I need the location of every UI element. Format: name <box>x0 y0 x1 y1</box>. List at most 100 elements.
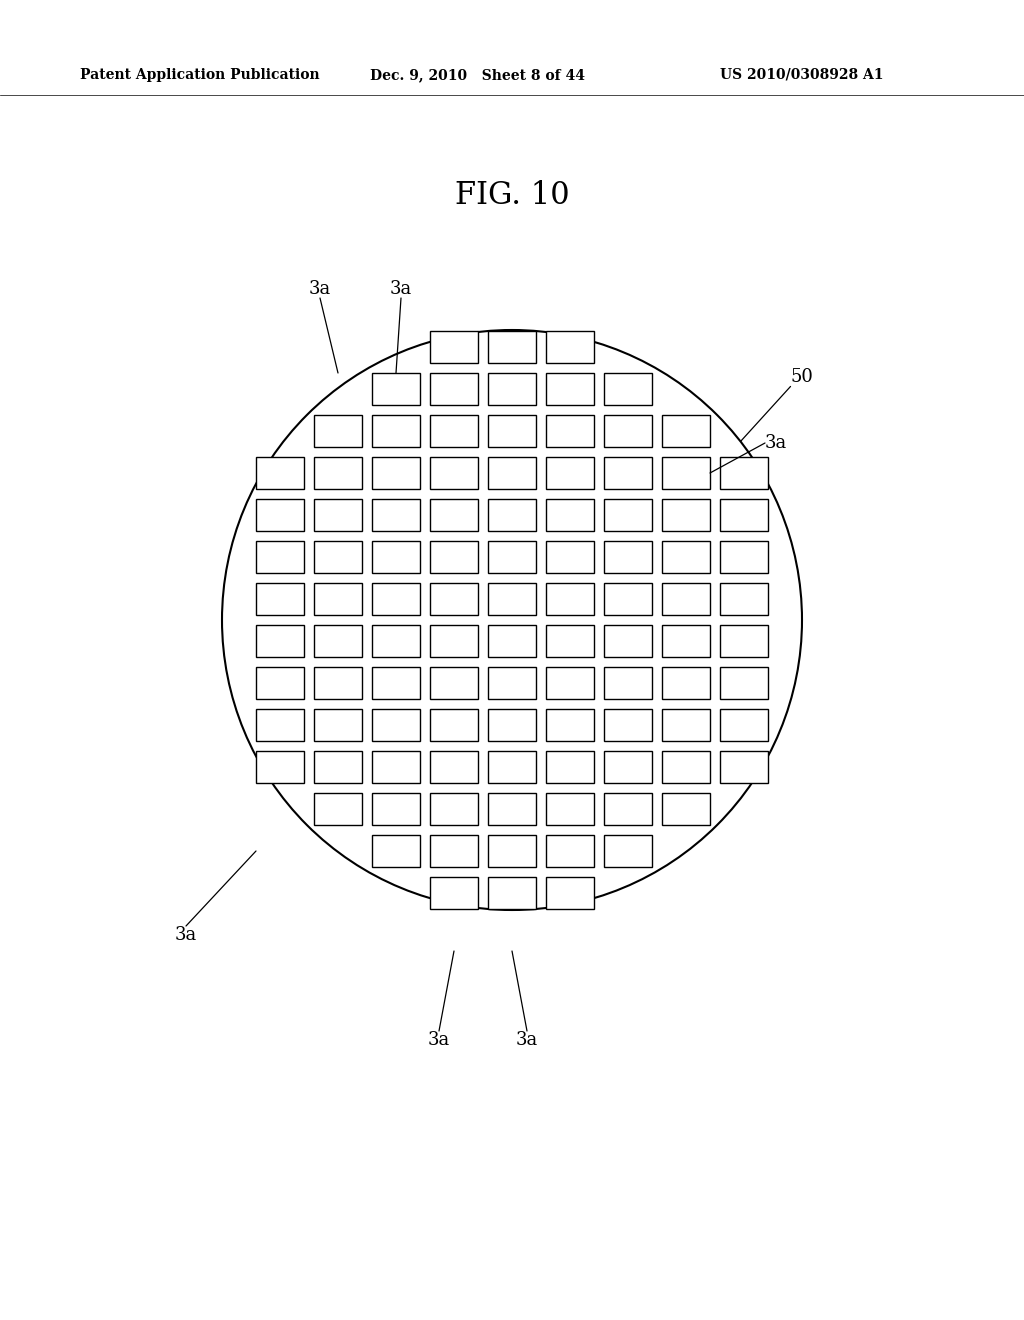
Text: 3a: 3a <box>428 1031 451 1049</box>
Bar <box>546 624 594 657</box>
Bar <box>662 624 710 657</box>
Bar <box>720 499 768 531</box>
Bar <box>430 836 478 867</box>
Bar <box>430 331 478 363</box>
Bar <box>488 457 536 488</box>
Bar <box>256 751 304 783</box>
Bar <box>662 709 710 741</box>
Bar <box>546 414 594 447</box>
Text: 3a: 3a <box>175 927 198 944</box>
Bar <box>604 414 652 447</box>
Bar <box>488 499 536 531</box>
Bar <box>314 414 362 447</box>
Bar <box>662 751 710 783</box>
Bar <box>546 457 594 488</box>
Bar <box>488 541 536 573</box>
Bar <box>546 374 594 405</box>
Bar <box>546 583 594 615</box>
Bar <box>488 876 536 909</box>
Bar <box>720 624 768 657</box>
Bar <box>604 583 652 615</box>
Bar <box>314 457 362 488</box>
Bar <box>662 793 710 825</box>
Bar <box>662 499 710 531</box>
Bar <box>314 624 362 657</box>
Bar <box>546 541 594 573</box>
Text: Patent Application Publication: Patent Application Publication <box>80 69 319 82</box>
Text: 3a: 3a <box>309 280 331 298</box>
Bar <box>430 876 478 909</box>
Bar <box>488 709 536 741</box>
Bar <box>488 624 536 657</box>
Bar <box>372 751 420 783</box>
Bar <box>430 667 478 700</box>
Bar <box>314 499 362 531</box>
Bar <box>488 331 536 363</box>
Bar <box>314 541 362 573</box>
Bar <box>256 541 304 573</box>
Bar <box>314 709 362 741</box>
Bar <box>546 709 594 741</box>
Bar <box>604 751 652 783</box>
Bar <box>256 624 304 657</box>
Bar <box>372 624 420 657</box>
Bar <box>372 709 420 741</box>
Bar <box>720 541 768 573</box>
Text: 3a: 3a <box>516 1031 539 1049</box>
Text: US 2010/0308928 A1: US 2010/0308928 A1 <box>720 69 884 82</box>
Bar <box>430 751 478 783</box>
Bar <box>430 624 478 657</box>
Bar <box>720 583 768 615</box>
Bar <box>488 836 536 867</box>
Bar <box>372 583 420 615</box>
Bar <box>314 751 362 783</box>
Bar <box>314 583 362 615</box>
Bar <box>488 667 536 700</box>
Bar <box>546 667 594 700</box>
Bar <box>546 499 594 531</box>
Bar <box>430 499 478 531</box>
Bar <box>488 793 536 825</box>
Text: 50: 50 <box>791 368 813 387</box>
Bar <box>546 836 594 867</box>
Bar <box>604 667 652 700</box>
Bar <box>604 457 652 488</box>
Bar <box>604 793 652 825</box>
Bar <box>256 457 304 488</box>
Bar <box>488 414 536 447</box>
Bar <box>604 541 652 573</box>
Bar <box>720 709 768 741</box>
Bar <box>430 793 478 825</box>
Bar <box>256 583 304 615</box>
Bar <box>372 374 420 405</box>
Bar <box>430 374 478 405</box>
Bar <box>256 499 304 531</box>
Bar <box>546 793 594 825</box>
Bar <box>488 751 536 783</box>
Bar <box>372 793 420 825</box>
Bar <box>256 709 304 741</box>
Bar <box>372 667 420 700</box>
Text: 3a: 3a <box>390 280 412 298</box>
Bar <box>546 876 594 909</box>
Bar <box>372 457 420 488</box>
Bar <box>314 793 362 825</box>
Bar <box>314 667 362 700</box>
Bar <box>604 836 652 867</box>
Bar <box>372 414 420 447</box>
Bar <box>372 541 420 573</box>
Bar <box>662 667 710 700</box>
Bar <box>662 414 710 447</box>
Bar <box>604 709 652 741</box>
Bar <box>430 709 478 741</box>
Bar <box>662 457 710 488</box>
Bar <box>546 331 594 363</box>
Bar <box>372 836 420 867</box>
Bar <box>430 583 478 615</box>
Bar <box>720 667 768 700</box>
Bar <box>662 541 710 573</box>
Bar <box>430 414 478 447</box>
Text: Dec. 9, 2010   Sheet 8 of 44: Dec. 9, 2010 Sheet 8 of 44 <box>370 69 585 82</box>
Bar <box>720 751 768 783</box>
Bar <box>372 499 420 531</box>
